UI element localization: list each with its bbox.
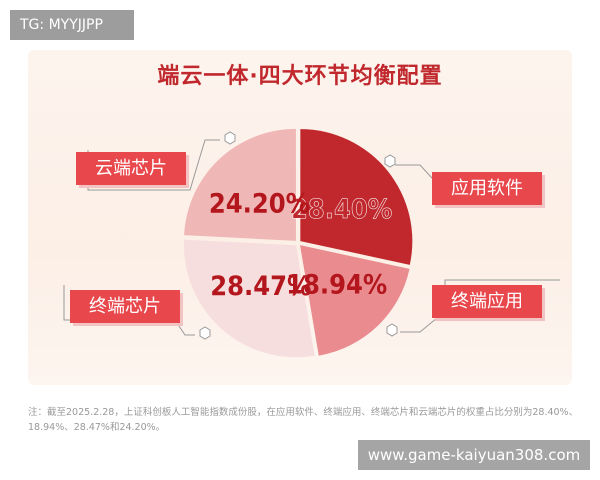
hexagon-icon	[386, 323, 398, 337]
data-label: 24.20%	[209, 188, 310, 219]
slice-label-app-software: 应用软件	[432, 172, 542, 205]
hexagon-icon	[199, 326, 211, 340]
data-label: 18.94%	[286, 269, 387, 300]
hexagon-icon	[384, 154, 396, 168]
slice-label-cloud-chip: 云端芯片	[76, 152, 186, 185]
pie-slice	[184, 128, 296, 241]
pie-slice	[184, 239, 315, 358]
data-label: 28.47%	[210, 271, 311, 302]
pie-slice	[300, 245, 410, 356]
connector-line	[395, 164, 433, 179]
chart-title: 端云一体·四大环节均衡配置	[157, 64, 443, 89]
slice-label-terminal-app: 终端应用	[432, 285, 542, 318]
footnote: 注：截至2025.2.28，上证科创板人工智能指数成份股，在应用软件、终端应用、…	[28, 407, 579, 433]
watermark: www.game-kaiyuan308.com	[358, 440, 590, 470]
hexagon-icon	[224, 131, 236, 145]
slice-label-terminal-chip: 终端芯片	[70, 290, 180, 323]
data-label: 28.40%	[291, 194, 392, 225]
overlay-tag: TG: MYYJJPP	[10, 10, 134, 40]
pie-slice	[300, 129, 413, 265]
